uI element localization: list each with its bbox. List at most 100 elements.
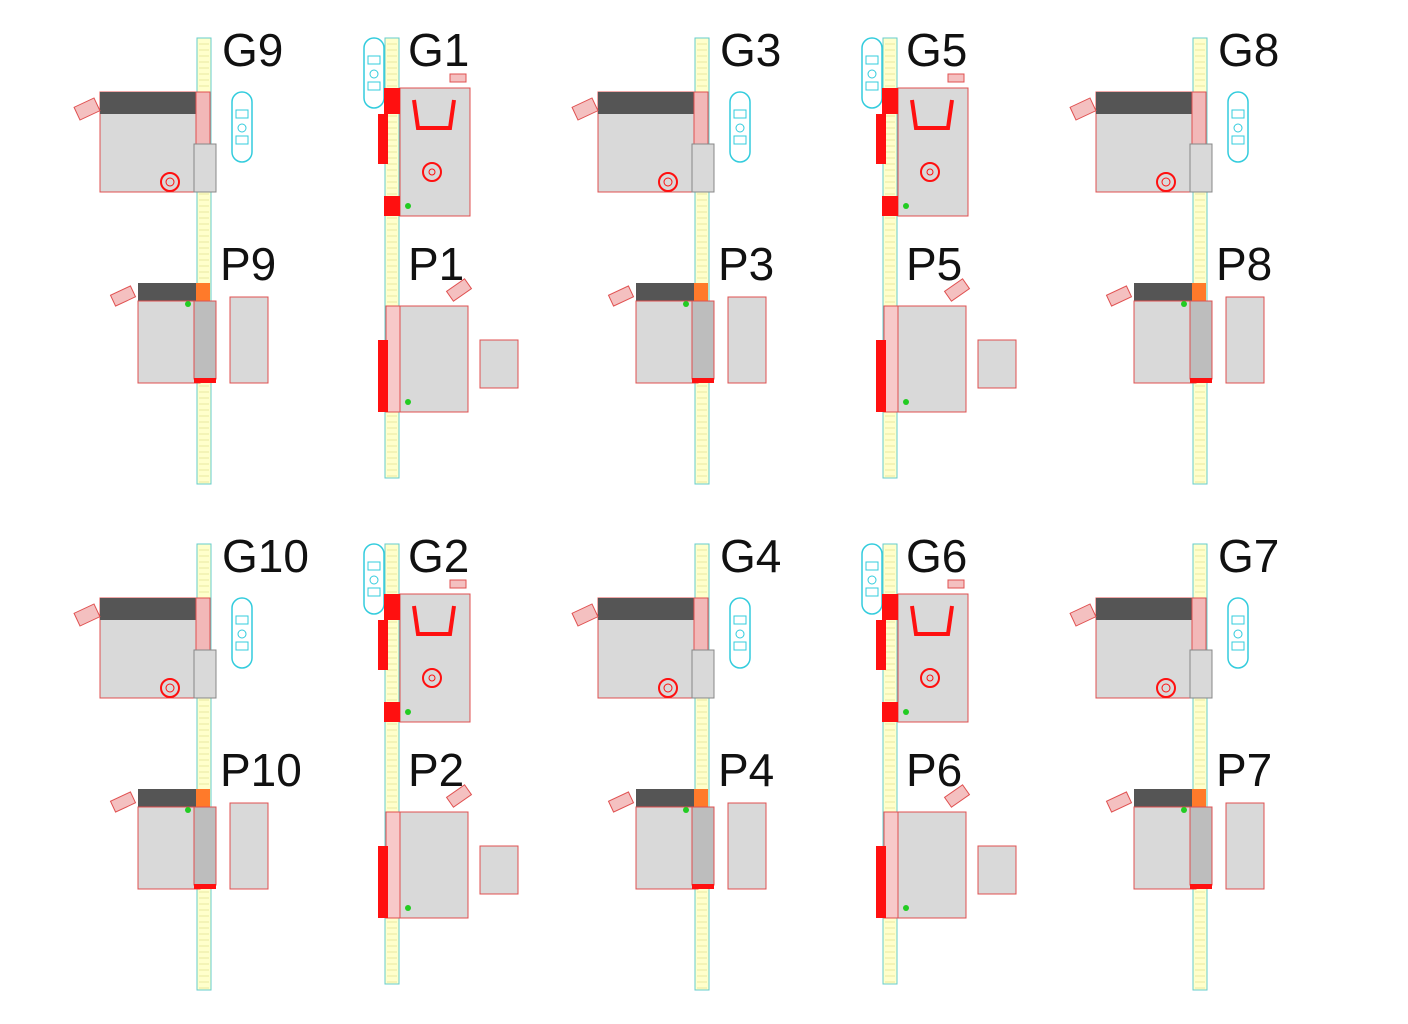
equipment-outline-icon xyxy=(729,91,751,163)
fan-icon xyxy=(658,172,678,192)
unit-label-top: G7 xyxy=(1218,530,1279,582)
fan-icon xyxy=(920,668,940,688)
equipment-part xyxy=(367,81,381,91)
unit-column-g2: G2 P2 xyxy=(363,530,519,985)
machine-body xyxy=(635,300,699,384)
equipment-part xyxy=(1231,641,1245,651)
unit-column-g1: G1 P1 xyxy=(363,24,519,479)
equipment-part xyxy=(735,123,745,133)
hopper-outline xyxy=(910,605,954,636)
unit-label-bottom: P8 xyxy=(1216,238,1272,290)
hatched-column xyxy=(883,305,899,413)
equipment-outline-icon xyxy=(231,597,253,669)
machine-top-band xyxy=(598,598,694,620)
unit-label-top: G9 xyxy=(222,24,283,76)
unit-label-top: G1 xyxy=(408,24,469,76)
arm-part xyxy=(607,791,635,813)
machine-body xyxy=(897,87,969,217)
arm-part xyxy=(445,784,473,808)
machine-top-band xyxy=(1134,789,1196,807)
side-box xyxy=(193,300,217,380)
fan-hub xyxy=(1161,683,1171,693)
hatched-column xyxy=(385,811,401,919)
fan-icon xyxy=(160,172,180,192)
cabinet xyxy=(229,296,269,384)
equipment-outline-icon xyxy=(363,37,385,109)
arm-part xyxy=(607,285,635,307)
top-tab xyxy=(947,73,965,83)
top-tab xyxy=(947,579,965,589)
arm-part xyxy=(571,603,599,627)
machine-top-band xyxy=(1096,92,1192,114)
unit-label-top: G8 xyxy=(1218,24,1279,76)
unit-label-bottom: P10 xyxy=(220,744,302,796)
side-box xyxy=(691,300,715,380)
equipment-outline-icon xyxy=(1227,91,1249,163)
arm-part xyxy=(109,791,137,813)
top-tab xyxy=(449,73,467,83)
machine-body xyxy=(897,811,967,919)
status-dot xyxy=(405,905,411,911)
machine-body xyxy=(399,811,469,919)
unit-column-g4: G4 P4 xyxy=(571,530,781,991)
machine-top-band xyxy=(138,789,200,807)
warning-strip xyxy=(1192,789,1206,807)
machine-body xyxy=(635,806,699,890)
unit-label-bottom: P2 xyxy=(408,744,464,796)
equipment-part xyxy=(865,81,879,91)
status-dot xyxy=(903,399,909,405)
pink-column xyxy=(693,91,709,145)
unit-label-bottom: P9 xyxy=(220,238,276,290)
equipment-part xyxy=(235,641,249,651)
fan-icon xyxy=(160,678,180,698)
status-dot xyxy=(1181,301,1187,307)
cabinet xyxy=(977,845,1017,895)
side-box xyxy=(691,806,715,886)
machine-body xyxy=(897,305,967,413)
pink-column xyxy=(195,91,211,145)
equipment-part xyxy=(237,123,247,133)
unit-label-bottom: P1 xyxy=(408,238,464,290)
red-block xyxy=(882,88,898,114)
hatched-column xyxy=(385,305,401,413)
fan-icon xyxy=(1156,678,1176,698)
red-side-panel xyxy=(378,846,388,918)
status-dot xyxy=(1181,807,1187,813)
red-block xyxy=(882,594,898,620)
machine-body xyxy=(399,305,469,413)
side-box xyxy=(1189,143,1213,193)
red-side-panel xyxy=(378,620,388,670)
equipment-part xyxy=(733,615,747,625)
red-side-panel xyxy=(876,846,886,918)
machine-body xyxy=(399,87,471,217)
fan-icon xyxy=(422,162,442,182)
machine-top-band xyxy=(636,283,698,301)
fan-icon xyxy=(920,162,940,182)
fan-icon xyxy=(422,668,442,688)
status-dot xyxy=(405,399,411,405)
status-dot xyxy=(903,709,909,715)
warning-strip xyxy=(196,789,210,807)
cabinet xyxy=(479,845,519,895)
pink-column xyxy=(1191,597,1207,651)
side-box xyxy=(1189,806,1213,886)
equipment-part xyxy=(867,575,877,585)
red-side-panel xyxy=(378,340,388,412)
red-base xyxy=(1190,378,1212,383)
equipment-part xyxy=(367,561,381,571)
fan-hub xyxy=(428,674,436,682)
fan-hub xyxy=(663,683,673,693)
equipment-part xyxy=(1233,123,1243,133)
unit-label-top: G2 xyxy=(408,530,469,582)
red-block xyxy=(882,702,898,722)
equipment-part xyxy=(1231,615,1245,625)
arm-part xyxy=(943,784,971,808)
unit-column-g3: G3 P3 xyxy=(571,24,781,485)
equipment-part xyxy=(865,561,879,571)
equipment-part xyxy=(867,69,877,79)
unit-label-top: G6 xyxy=(906,530,967,582)
equipment-part xyxy=(1231,109,1245,119)
status-dot xyxy=(683,301,689,307)
arm-part xyxy=(571,97,599,121)
side-box xyxy=(193,806,217,886)
